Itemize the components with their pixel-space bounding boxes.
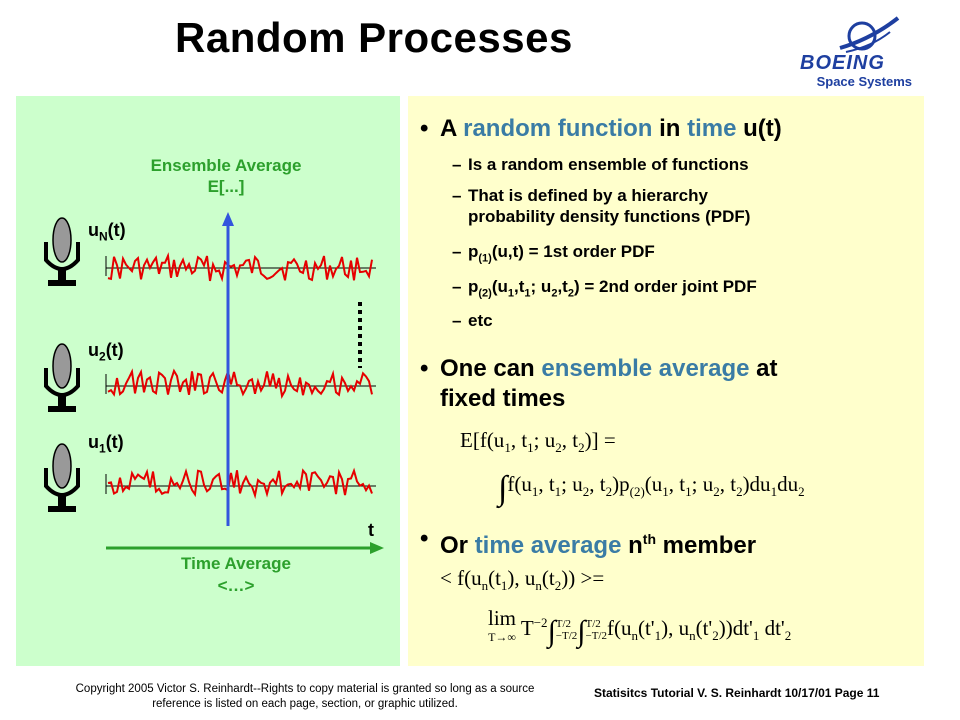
waveform-1 (107, 467, 373, 500)
time-average-expr: <…> (217, 576, 255, 595)
ensemble-average-label: Ensemble Average (150, 156, 302, 175)
sub-2: – (452, 186, 462, 205)
copyright-notice: Copyright 2005 Victor S. Reinhardt--Righ… (75, 683, 535, 710)
u1-label: u1(t) (88, 432, 124, 456)
logo-subtitle: Space Systems (816, 74, 912, 89)
boeing-emblem-icon (839, 16, 900, 53)
page-info: Statisitcs Tutorial V. S. Reinhardt 10/1… (594, 686, 880, 700)
sub-4: – (452, 277, 462, 296)
ensemble-diagram-panel: Ensemble Average E[...] (16, 96, 400, 666)
sub-5: – (452, 311, 462, 330)
waveform-2 (107, 367, 373, 399)
bullet-1-text: A random function in time u(t) (440, 115, 782, 142)
ensemble-average-equation-l2: ∫f(u1, t1; u2, t2)p(2)(u1, t1; u2, t2)du… (498, 470, 805, 507)
bullet-1: • (420, 115, 429, 142)
time-average-label: Time Average (181, 554, 291, 573)
sub-5-text: etc (468, 311, 493, 330)
ensemble-average-expr: E[...] (207, 177, 245, 196)
bullet-2-text-l1: One can ensemble average at (440, 355, 778, 382)
bullet-2-text-l2: fixed times (440, 385, 566, 412)
bullet-3-text: Or time average nth member (440, 531, 757, 559)
microphone-icon-1 (44, 443, 80, 512)
sub-2-text-l1: That is defined by a hierarchy (468, 186, 708, 205)
sub-1: – (452, 155, 462, 174)
bullet-3: • (420, 525, 429, 552)
sub-3-text: p(1)(u,t) = 1st order PDF (468, 242, 655, 265)
sub-4-text: p(2)(u1,t1; u2,t2) = 2nd order joint PDF (468, 277, 757, 300)
sub-3: – (452, 242, 462, 261)
u2-label: u2(t) (88, 340, 124, 364)
t-axis-label: t (368, 520, 374, 540)
bullet-2: • (420, 355, 429, 382)
logo-brand: BOEING (800, 52, 885, 74)
uN-label: uN(t) (88, 220, 126, 244)
microphone-icon-2 (44, 343, 80, 412)
page-title: Random Processes (175, 14, 573, 61)
ensemble-average-equation-l1: E[f(u1, t1; u2, t2)] = (460, 428, 616, 456)
time-axis-arrow (370, 542, 384, 554)
boeing-logo: BOEING Space Systems (780, 14, 930, 94)
microphone-icon-n (44, 217, 80, 286)
ensemble-diagram (44, 212, 384, 554)
time-average-equation-l1: < f(un(t1), un(t2)) >= (440, 566, 605, 594)
time-average-equation-l2: lim T→∞ T−2∫T/2 −T/2∫T/2 −T/2f(un(t'1), un(… (488, 606, 792, 649)
description-panel: • A random function in time u(t) – Is a … (408, 96, 924, 666)
sub-2-text-l2: probability density functions (PDF) (468, 207, 751, 226)
waveform-n (107, 252, 373, 283)
sub-1-text: Is a random ensemble of functions (468, 155, 749, 174)
ensemble-axis-arrow (222, 212, 234, 226)
